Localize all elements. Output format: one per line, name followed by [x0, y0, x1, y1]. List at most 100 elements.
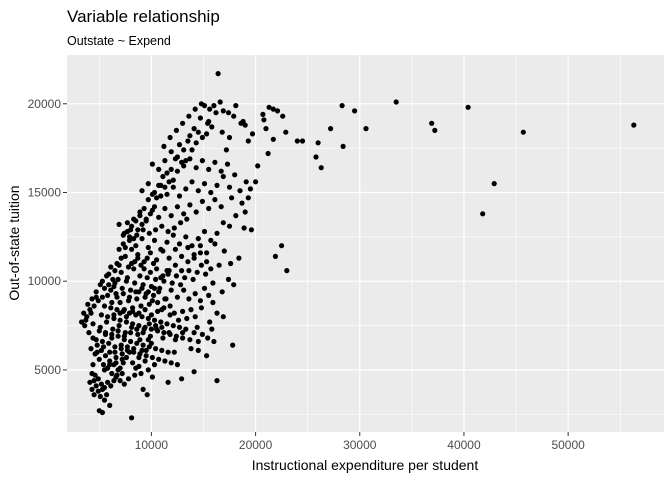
data-point [168, 135, 173, 140]
data-point [156, 289, 161, 294]
data-point [122, 382, 127, 387]
data-point [207, 319, 212, 324]
data-point [341, 144, 346, 149]
data-point [194, 209, 199, 214]
data-point [200, 332, 205, 337]
data-point [151, 293, 156, 298]
data-point [148, 250, 153, 255]
data-point [221, 220, 226, 225]
data-point [207, 107, 212, 112]
data-point [181, 211, 186, 216]
data-point [150, 298, 155, 303]
data-point [127, 234, 132, 239]
data-point [183, 234, 188, 239]
data-point [212, 241, 217, 246]
data-point [246, 138, 251, 143]
data-point [208, 238, 213, 243]
data-point [195, 270, 200, 275]
data-point [121, 291, 126, 296]
data-point [146, 197, 151, 202]
data-point [194, 165, 199, 170]
data-point [205, 335, 210, 340]
data-point [177, 193, 182, 198]
data-point [206, 293, 211, 298]
data-point [189, 179, 194, 184]
data-point [220, 130, 225, 135]
data-point [214, 183, 219, 188]
data-point [161, 144, 166, 149]
data-point [131, 266, 136, 271]
data-point [173, 337, 178, 342]
data-point [200, 135, 205, 140]
data-point [134, 327, 139, 332]
plot-panel [67, 55, 664, 432]
data-point [231, 282, 236, 287]
data-point [133, 289, 138, 294]
data-point [150, 162, 155, 167]
data-point [253, 179, 258, 184]
data-point [109, 335, 114, 340]
data-point [128, 288, 133, 293]
data-point [173, 247, 178, 252]
data-point [198, 298, 203, 303]
data-point [137, 273, 142, 278]
data-point [144, 217, 149, 222]
data-point [162, 158, 167, 163]
data-point [166, 350, 171, 355]
data-point [117, 263, 122, 268]
data-point [237, 188, 242, 193]
x-tick-label: 30000 [343, 438, 377, 452]
data-point [183, 186, 188, 191]
data-point [119, 343, 124, 348]
data-point [128, 339, 133, 344]
data-point [249, 227, 254, 232]
data-point [248, 186, 253, 191]
data-point [192, 369, 197, 374]
data-point [208, 190, 213, 195]
data-point [187, 202, 192, 207]
data-point [144, 348, 149, 353]
data-point [150, 355, 155, 360]
data-point [192, 256, 197, 261]
data-point [111, 378, 116, 383]
data-point [143, 307, 148, 312]
data-point [118, 318, 123, 323]
data-point [153, 277, 158, 282]
data-point [159, 325, 164, 330]
data-point [241, 119, 246, 124]
data-point [273, 254, 278, 259]
data-point [186, 268, 191, 273]
data-point [208, 266, 213, 271]
data-point [127, 350, 132, 355]
data-point [206, 206, 211, 211]
y-axis-title: Out-of-state tuition [6, 185, 22, 300]
data-point [187, 156, 192, 161]
data-point [198, 115, 203, 120]
data-point [206, 119, 211, 124]
data-point [181, 163, 186, 168]
data-point [102, 398, 107, 403]
data-point [119, 270, 124, 275]
data-point [173, 263, 178, 268]
data-point [177, 325, 182, 330]
data-point [213, 110, 218, 115]
data-point [135, 227, 140, 232]
data-point [169, 213, 174, 218]
data-point [89, 387, 94, 392]
data-point [108, 305, 113, 310]
data-point [194, 140, 199, 145]
data-point [111, 312, 116, 317]
data-point [170, 280, 175, 285]
data-point [162, 358, 167, 363]
data-point [107, 350, 112, 355]
data-point [175, 204, 180, 209]
data-point [164, 192, 169, 197]
data-point [95, 350, 100, 355]
data-point [137, 337, 142, 342]
data-point [169, 167, 174, 172]
data-point [175, 154, 180, 159]
data-point [122, 307, 127, 312]
data-point [244, 179, 249, 184]
data-point [631, 123, 636, 128]
data-point [211, 103, 216, 108]
